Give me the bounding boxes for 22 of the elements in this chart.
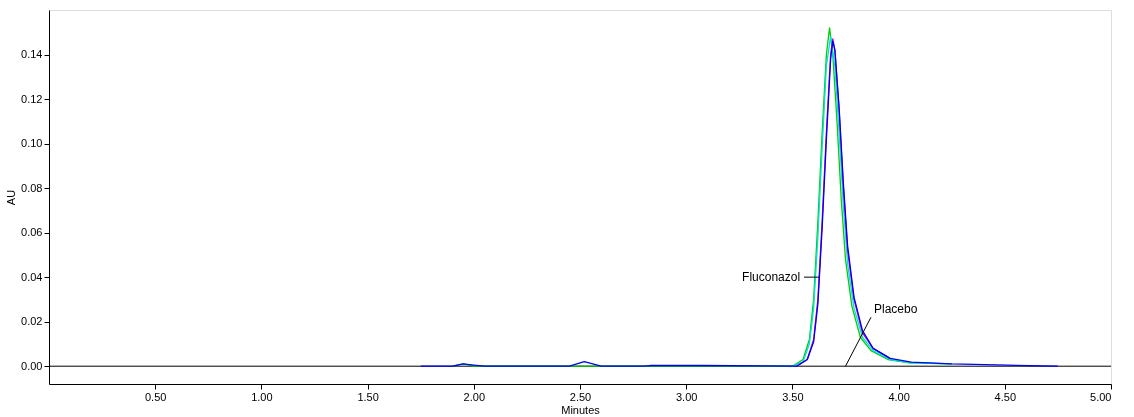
x-tick-label: 5.00 <box>1090 390 1112 403</box>
y-tick-label: 0.06 <box>21 226 43 239</box>
y-axis-title: AU <box>5 189 18 206</box>
y-tick-label: 0.00 <box>21 359 43 372</box>
y-tick-label: 0.08 <box>21 181 43 194</box>
y-tick-label: 0.04 <box>21 270 43 283</box>
y-tick-label: 0.12 <box>21 92 43 105</box>
y-tick-label: 0.14 <box>21 48 43 61</box>
x-tick-label: 3.00 <box>675 390 698 403</box>
x-tick-label: 2.50 <box>569 390 592 403</box>
x-tick-label: 2.00 <box>463 390 486 403</box>
x-tick-label: 1.00 <box>251 390 273 403</box>
y-tick-label: 0.10 <box>21 137 43 150</box>
x-tick-label: 0.50 <box>144 390 167 403</box>
y-tick-label: 0.02 <box>21 315 43 328</box>
x-tick-label: 1.50 <box>357 390 379 403</box>
x-axis-title: Minutes <box>561 403 601 416</box>
annotation: Fluconazol <box>742 270 801 285</box>
x-tick-label: 4.00 <box>888 390 910 403</box>
annotation: Placebo <box>873 302 918 317</box>
x-tick-label: 4.50 <box>994 390 1017 403</box>
x-tick-label: 3.50 <box>782 390 804 403</box>
